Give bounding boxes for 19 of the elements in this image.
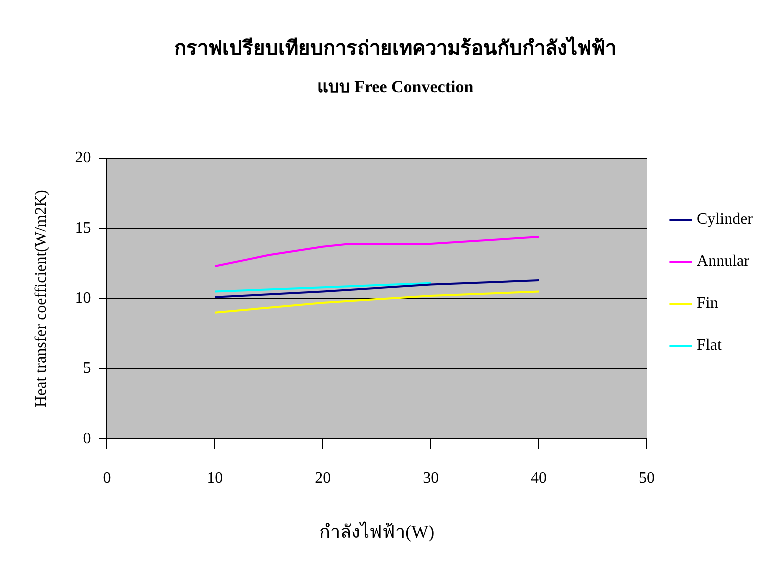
chart-subtitle: แบบ Free Convection [317, 78, 474, 97]
y-tick-label: 0 [83, 430, 92, 448]
y-tick-label: 20 [75, 150, 92, 167]
x-axis-title: กำลังไฟฟ้า(W) [320, 520, 435, 542]
x-tick-label: 30 [423, 470, 440, 488]
y-tick-label: 15 [75, 220, 92, 237]
legend-label: Flat [697, 337, 722, 354]
x-tick-label: 20 [315, 470, 332, 488]
x-tick-label: 50 [639, 470, 656, 488]
y-tick-label: 5 [83, 360, 92, 378]
x-tick-label: 0 [103, 470, 112, 488]
y-axis-title: Heat transfer coefficient(W/m2K) [32, 190, 50, 408]
legend-label: Fin [697, 295, 718, 312]
x-tick-label: 40 [531, 470, 548, 488]
legend-label: Annular [697, 253, 750, 270]
chart-title: กราฟเปรียบเทียบการถ่ายเทความร้อนกับกำลังไฟฟ้า [174, 36, 616, 60]
x-tick-label: 10 [207, 470, 224, 488]
y-tick-label: 10 [75, 290, 92, 308]
legend-label: Cylinder [697, 211, 754, 228]
